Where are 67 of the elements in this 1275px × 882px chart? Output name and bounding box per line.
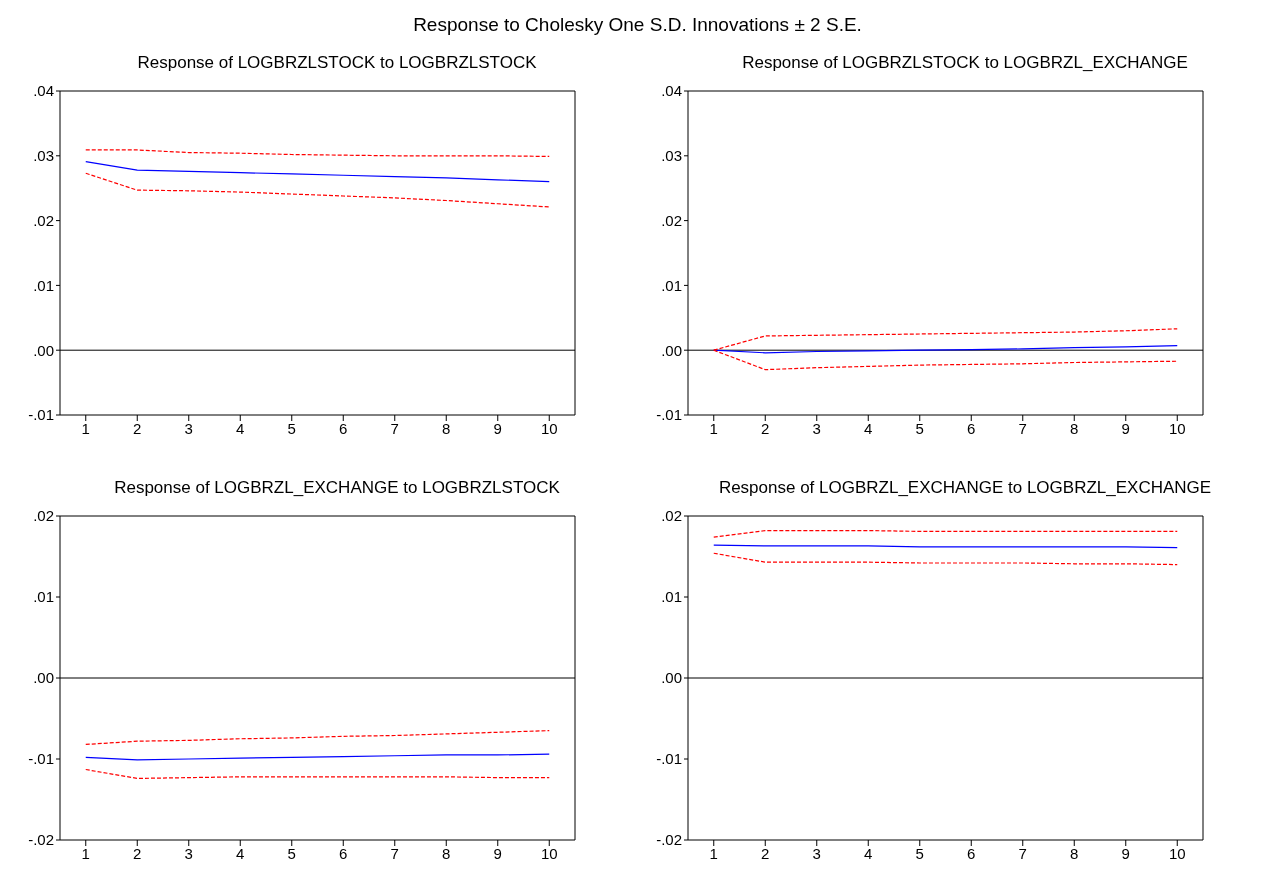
chart-title: Response of LOGBRZL_EXCHANGE to LOGBRZL_EXCHANGE	[717, 477, 1213, 499]
x-tick-label: 9	[493, 419, 502, 437]
y-tick-label: .00	[33, 669, 54, 687]
y-tick-label: -.01	[656, 406, 682, 424]
x-tick-label: 4	[236, 844, 245, 862]
y-tick-label: .04	[661, 82, 682, 100]
x-tick-label: 3	[812, 419, 821, 437]
y-tick-label: .01	[33, 276, 54, 294]
y-tick-label: .02	[661, 211, 682, 229]
x-tick-label: 9	[1121, 419, 1130, 437]
y-tick-label: .00	[661, 669, 682, 687]
x-tick-label: 7	[390, 419, 399, 437]
x-tick-label: 2	[761, 844, 770, 862]
x-tick-label: 1	[81, 419, 90, 437]
x-tick-label: 3	[184, 419, 193, 437]
x-tick-label: 4	[864, 844, 873, 862]
x-tick-label: 4	[236, 419, 245, 437]
y-tick-label: -.01	[28, 406, 54, 424]
x-tick-label: 2	[761, 419, 770, 437]
x-tick-label: 10	[1168, 844, 1186, 862]
x-tick-label: 3	[812, 844, 821, 862]
x-tick-label: 8	[1070, 419, 1079, 437]
x-tick-label: 5	[287, 844, 296, 862]
x-tick-label: 8	[442, 419, 451, 437]
x-tick-label: 8	[1070, 844, 1079, 862]
x-tick-label: 7	[1018, 419, 1027, 437]
y-tick-label: -.01	[656, 750, 682, 768]
y-tick-label: -.01	[28, 750, 54, 768]
y-tick-label: .01	[661, 588, 682, 606]
x-tick-label: 2	[133, 419, 142, 437]
y-tick-label: .00	[661, 341, 682, 359]
x-tick-label: 6	[339, 419, 348, 437]
y-tick-label: .00	[33, 341, 54, 359]
x-tick-label: 6	[967, 419, 976, 437]
y-tick-label: .03	[33, 147, 54, 165]
x-tick-label: 8	[442, 844, 451, 862]
x-tick-label: 3	[184, 844, 193, 862]
x-tick-label: 6	[339, 844, 348, 862]
x-tick-label: 10	[1168, 419, 1186, 437]
y-tick-label: .01	[661, 276, 682, 294]
chart-title: Response of LOGBRZL_EXCHANGE to LOGBRZLSTOCK	[113, 477, 561, 499]
x-tick-label: 7	[1018, 844, 1027, 862]
y-tick-label: .02	[33, 211, 54, 229]
x-tick-label: 9	[1121, 844, 1130, 862]
y-tick-label: .02	[661, 507, 682, 525]
x-tick-label: 1	[81, 844, 90, 862]
y-tick-label: .02	[33, 507, 54, 525]
text: Response to Cholesky One S.D. Innovations ± 2 S.E.	[413, 14, 862, 35]
y-tick-label: -.02	[656, 831, 682, 849]
y-tick-label: .04	[33, 82, 54, 100]
x-tick-label: 10	[540, 419, 558, 437]
x-tick-label: 9	[493, 844, 502, 862]
x-tick-label: 6	[967, 844, 976, 862]
y-tick-label: .03	[661, 147, 682, 165]
x-tick-label: 7	[390, 844, 399, 862]
x-tick-label: 5	[287, 419, 296, 437]
x-tick-label: 4	[864, 419, 873, 437]
x-tick-label: 5	[915, 419, 924, 437]
x-tick-label: 5	[915, 844, 924, 862]
x-tick-label: 2	[133, 844, 142, 862]
chart-title: Response of LOGBRZLSTOCK to LOGBRZLSTOCK	[136, 52, 538, 74]
y-tick-label: -.02	[28, 831, 54, 849]
x-tick-label: 1	[709, 419, 718, 437]
y-tick-label: .01	[33, 588, 54, 606]
x-tick-label: 1	[709, 844, 718, 862]
x-tick-label: 10	[540, 844, 558, 862]
chart-title: Response of LOGBRZLSTOCK to LOGBRZL_EXCHANGE	[741, 52, 1189, 74]
